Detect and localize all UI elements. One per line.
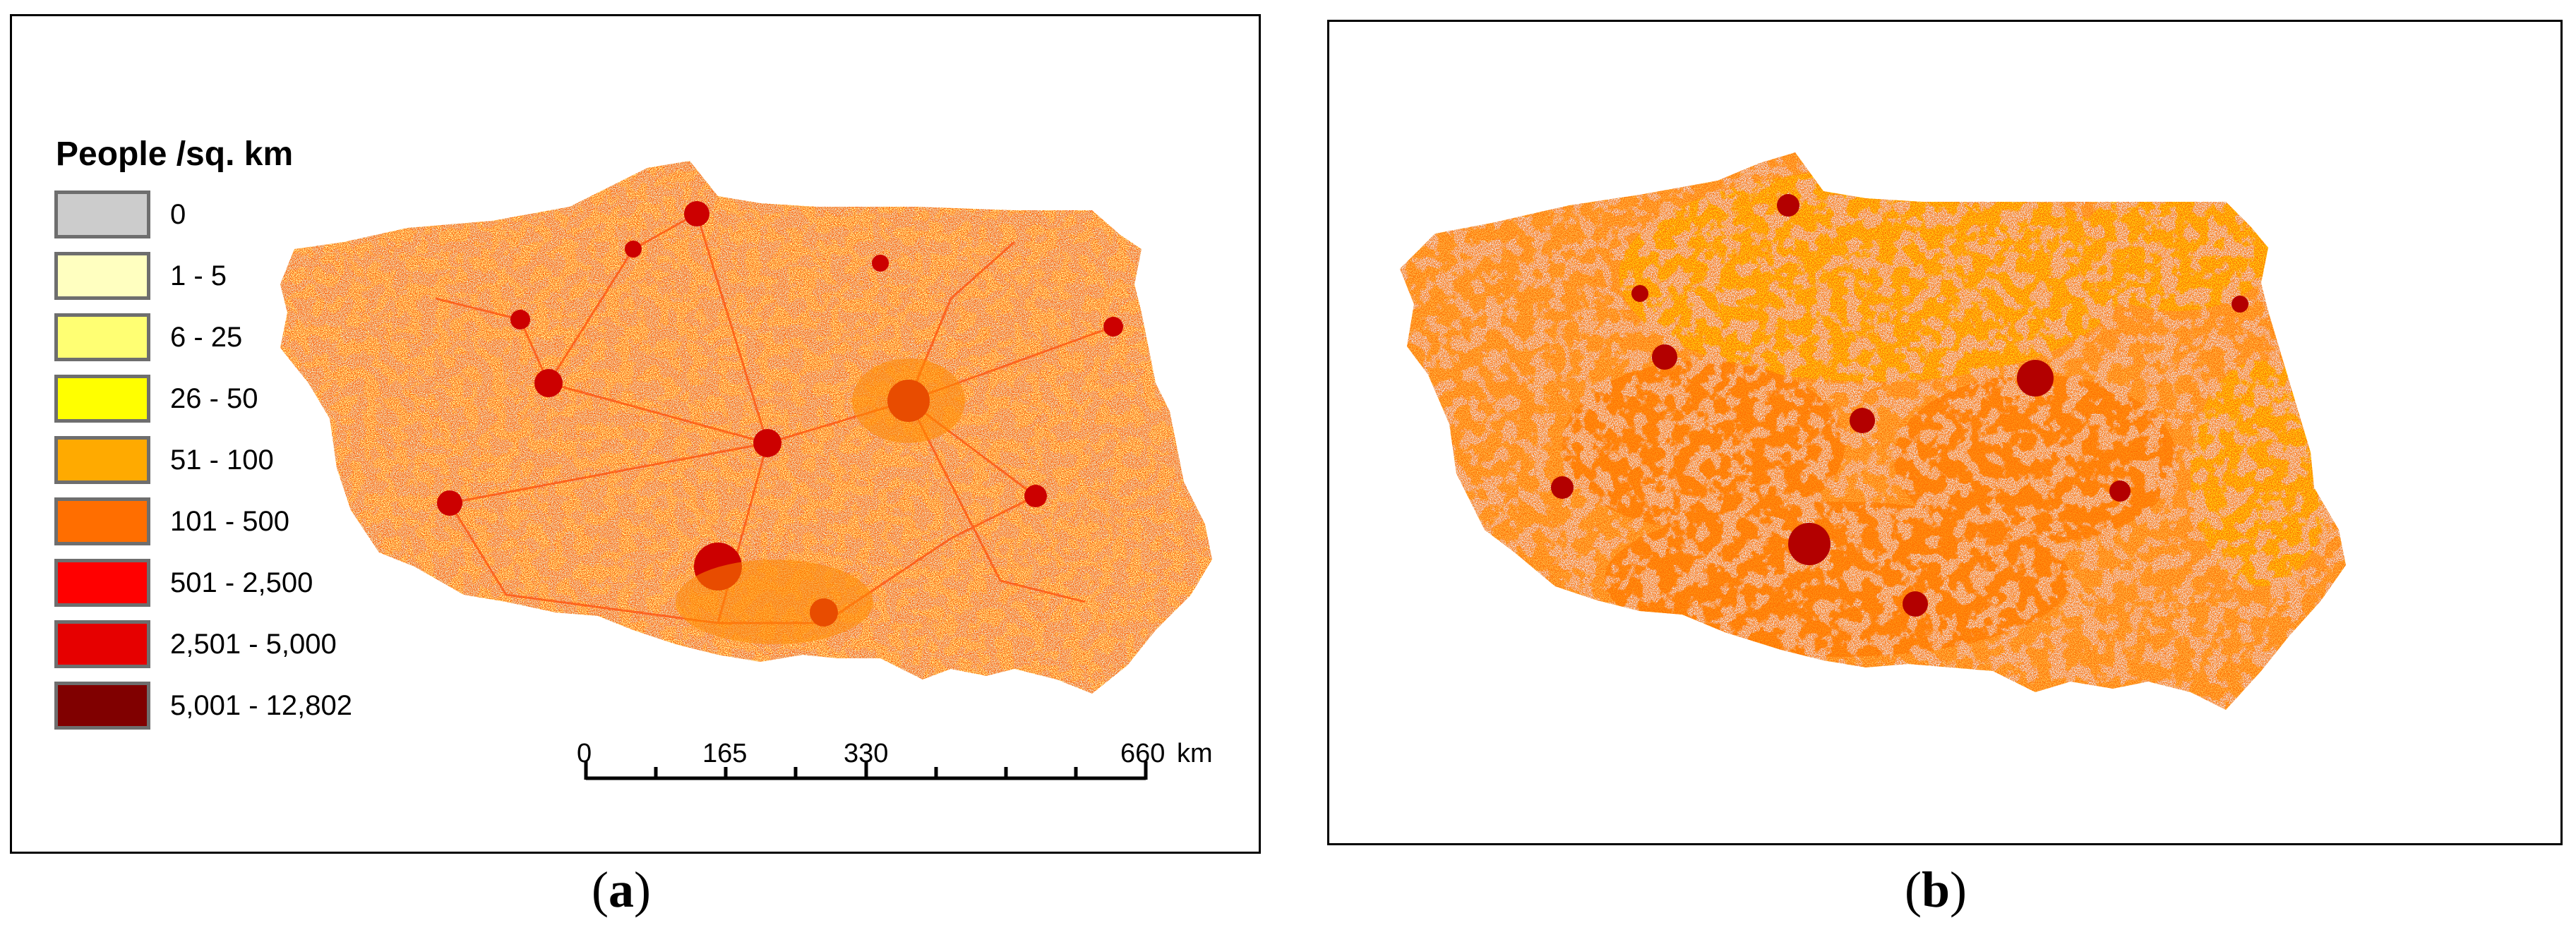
legend-title: People /sq. km — [56, 135, 294, 173]
legend-swatch — [54, 375, 150, 423]
legend-label: 101 - 500 — [170, 506, 290, 537]
legend-swatch — [54, 620, 150, 668]
scale-tick-label: 330 — [844, 739, 889, 768]
panel-caption-b: (b) — [1905, 862, 1967, 918]
poland-territory-a — [280, 161, 1212, 694]
poland-territory-b — [1400, 152, 2346, 710]
legend-label: 0 — [170, 199, 186, 230]
map-panel-a: People /sq. km 0 1 - 5 6 - 25 26 - 50 51… — [10, 14, 1261, 854]
legend-swatch — [54, 559, 150, 607]
scale-tick-label: 0 — [577, 739, 592, 768]
panel-caption-a: (a) — [592, 862, 651, 918]
legend-swatch — [54, 191, 150, 238]
legend-label: 501 - 2,500 — [170, 567, 313, 598]
scale-tick-label: 165 — [702, 739, 748, 768]
population-density-map-a — [280, 161, 1212, 780]
legend-swatch — [54, 682, 150, 730]
legend-swatch — [54, 313, 150, 361]
scale-tick-label: 660 — [1120, 739, 1166, 768]
legend-swatch — [54, 252, 150, 300]
scale-bar — [584, 761, 1148, 780]
legend-label: 1 - 5 — [170, 260, 227, 291]
scale-unit-label: km — [1177, 739, 1213, 768]
legend-label: 5,001 - 12,802 — [170, 690, 352, 721]
legend-swatch — [54, 497, 150, 545]
map-panel-b — [1327, 20, 2563, 845]
legend-label: 51 - 100 — [170, 445, 274, 476]
legend-swatch — [54, 436, 150, 484]
legend-label: 2,501 - 5,000 — [170, 629, 337, 660]
legend-label: 26 - 50 — [170, 383, 258, 414]
legend-label: 6 - 25 — [170, 322, 243, 353]
population-density-map-b — [1400, 152, 2346, 710]
